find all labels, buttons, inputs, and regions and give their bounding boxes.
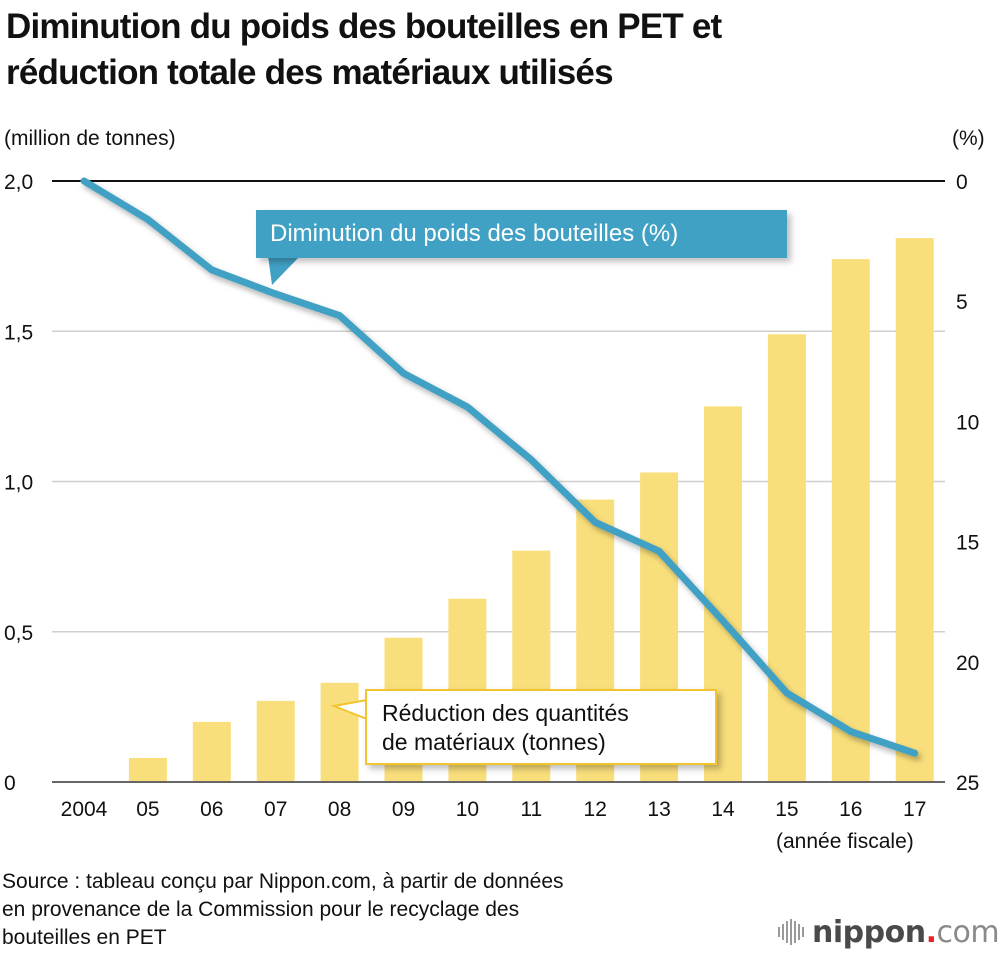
bar-16: [831, 259, 870, 782]
x-tick-label: 14: [711, 798, 735, 821]
nippon-logo: nippon.com: [778, 914, 1000, 950]
x-tick-label: 09: [392, 798, 415, 821]
right-tick-label: 5: [956, 291, 968, 314]
left-axis-ticks: 0 0,5 1,0 1,5 2,0: [4, 171, 33, 795]
bar-legend-label-line-1: Réduction des quantités: [382, 700, 629, 726]
x-tick-label: 12: [584, 798, 607, 821]
x-tick-label: 15: [775, 798, 798, 821]
x-tick-label: 07: [264, 798, 287, 821]
line-callout-pointer: [268, 256, 300, 285]
weight-reduction-line: [80, 177, 919, 757]
right-tick-label: 15: [956, 532, 979, 555]
bar-15: [767, 334, 806, 782]
right-axis-ticks: 0 5 10 15 20 25: [956, 171, 979, 795]
bar-06: [192, 721, 231, 782]
bar-series-legend-callout: Réduction des quantités de matériaux (to…: [365, 689, 717, 765]
x-tick-label: 13: [647, 798, 670, 821]
right-axis-unit: (%): [952, 127, 985, 150]
left-tick-label: 0: [4, 772, 16, 795]
bar-legend-label-line-2: de matériaux (tonnes): [382, 729, 606, 755]
logo-name: nippon: [812, 914, 926, 950]
x-tick-label: 05: [136, 798, 159, 821]
chart-title: Diminution du poids des bouteilles en PE…: [6, 4, 722, 96]
logo-dot: .: [925, 914, 937, 950]
x-axis-ticks: 2004 05 06 07 08 09 10 11 12 13 14 15 16 17: [61, 798, 927, 821]
right-tick-label: 25: [956, 772, 979, 795]
x-tick-label: 06: [200, 798, 223, 821]
x-tick-label: 17: [903, 798, 926, 821]
title-line-1: Diminution du poids des bouteilles en PE…: [6, 7, 722, 46]
x-tick-label: 16: [839, 798, 862, 821]
logo-tld: com: [936, 914, 1000, 950]
left-tick-label: 0,5: [4, 622, 33, 645]
x-axis-label: (année fiscale): [776, 830, 914, 853]
bar-17: [895, 238, 934, 783]
left-axis-unit: (million de tonnes): [4, 127, 176, 150]
line-legend-label: Diminution du poids des bouteilles (%): [270, 220, 679, 247]
x-tick-label: 08: [328, 798, 351, 821]
bar-08: [320, 682, 359, 782]
x-tick-label: 10: [456, 798, 479, 821]
source-line-2: en provenance de la Commission pour le r…: [2, 898, 520, 921]
bar-07: [256, 700, 295, 782]
bar-05: [128, 757, 167, 782]
source-line-3: bouteilles en PET: [2, 926, 167, 949]
right-tick-label: 0: [956, 171, 968, 194]
title-line-2: réduction totale des matériaux utilisés: [6, 53, 614, 92]
right-tick-label: 20: [956, 652, 979, 675]
source-line-1: Source : tableau conçu par Nippon.com, à…: [2, 870, 564, 893]
x-tick-label: 2004: [61, 798, 108, 821]
right-tick-label: 10: [956, 411, 979, 434]
line-series: [80, 177, 919, 757]
logo-wordmark: nippon.com: [812, 914, 1000, 950]
left-tick-label: 1,5: [4, 321, 33, 344]
left-tick-label: 1,0: [4, 472, 33, 495]
source-note: Source : tableau conçu par Nippon.com, à…: [2, 868, 564, 952]
x-tick-label: 11: [520, 798, 542, 821]
left-tick-label: 2,0: [4, 171, 33, 194]
line-series-legend-callout: Diminution du poids des bouteilles (%): [256, 210, 787, 258]
logo-sound-bars-icon: [778, 919, 804, 945]
